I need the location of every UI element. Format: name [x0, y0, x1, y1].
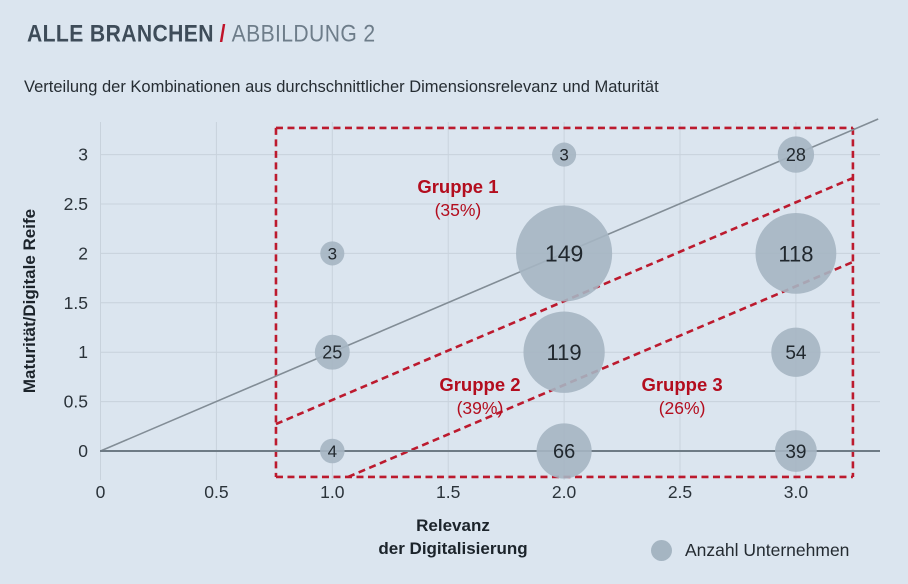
y-tick-label: 0 — [78, 441, 88, 461]
group-percentage: (35%) — [435, 200, 482, 220]
y-tick-label: 3 — [78, 145, 88, 165]
x-tick-label: 0.5 — [204, 482, 228, 502]
header-title-main: ALLE BRANCHEN — [27, 20, 214, 47]
header-title-sub: ABBILDUNG 2 — [231, 20, 376, 47]
bubble — [774, 430, 817, 472]
legend-label: Anzahl Unternehmen — [685, 540, 850, 560]
y-tick-label: 2 — [78, 243, 88, 263]
group-label: Gruppe 2 — [439, 374, 520, 395]
bubble — [755, 213, 837, 294]
figure-header: ALLE BRANCHEN / ABBILDUNG 2 — [27, 20, 376, 48]
group-percentage: (39%) — [457, 398, 504, 418]
group-percentage: (26%) — [659, 398, 706, 418]
bubble — [516, 205, 613, 302]
bubble-value: 118 — [778, 241, 813, 266]
bubble-value: 25 — [322, 343, 342, 363]
bubble-value: 3 — [559, 146, 568, 165]
bubble — [523, 311, 605, 393]
y-tick-label: 2.5 — [64, 194, 88, 214]
bubble — [320, 438, 345, 464]
group-label: Gruppe 3 — [641, 374, 722, 395]
bubble-value: 54 — [785, 343, 807, 364]
group-label: Gruppe 1 — [417, 176, 498, 197]
x-tick-label: 0 — [96, 482, 106, 502]
chart-legend: Anzahl Unternehmen — [651, 540, 849, 561]
bubble-value: 149 — [545, 241, 583, 267]
bubble — [314, 334, 350, 370]
x-tick-label: 3.0 — [784, 482, 809, 502]
bubble-value: 66 — [553, 441, 575, 463]
x-axis-label-line1: Relevanz — [416, 516, 490, 535]
bubble — [536, 423, 592, 479]
legend-bubble-icon — [651, 540, 672, 561]
y-tick-label: 1.5 — [64, 293, 88, 313]
bubble — [552, 142, 577, 167]
x-tick-label: 1.5 — [436, 482, 460, 502]
bubble — [320, 241, 345, 266]
bubble-value: 119 — [547, 340, 582, 365]
bubble-value: 39 — [785, 442, 806, 463]
identity-line — [100, 118, 879, 452]
x-axis-label: Relevanz der Digitalisierung — [313, 514, 593, 560]
bubble — [777, 136, 815, 173]
y-tick-label: 1 — [78, 342, 88, 362]
x-tick-label: 1.0 — [320, 482, 345, 502]
x-tick-label: 2.0 — [552, 482, 577, 502]
bubble-value: 4 — [328, 442, 337, 461]
bubble — [771, 327, 821, 377]
bubble-value: 3 — [328, 245, 337, 264]
y-axis-label: Maturität/Digitale Reife — [20, 208, 39, 394]
figure-subtitle: Verteilung der Kombinationen aus durchsc… — [24, 78, 659, 96]
x-axis-label-line2: der Digitalisierung — [378, 539, 528, 558]
bubble-value: 28 — [786, 145, 806, 165]
y-tick-label: 0.5 — [64, 392, 88, 412]
header-title-separator: / — [219, 20, 226, 47]
x-tick-label: 2.5 — [668, 482, 692, 502]
